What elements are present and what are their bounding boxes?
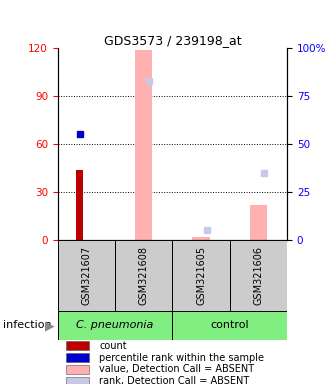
Text: GSM321605: GSM321605 bbox=[196, 246, 206, 305]
Text: GSM321608: GSM321608 bbox=[139, 246, 149, 305]
Text: rank, Detection Call = ABSENT: rank, Detection Call = ABSENT bbox=[99, 376, 249, 384]
Bar bbox=[115, 240, 172, 311]
Bar bbox=[66, 365, 89, 374]
Text: C. pneumonia: C. pneumonia bbox=[77, 320, 154, 331]
Bar bbox=[135, 50, 152, 240]
Text: GSM321607: GSM321607 bbox=[82, 246, 91, 305]
Bar bbox=[172, 311, 287, 340]
Bar bbox=[172, 240, 230, 311]
Bar bbox=[66, 341, 89, 350]
Text: infection: infection bbox=[3, 320, 52, 331]
Text: ▶: ▶ bbox=[45, 319, 54, 332]
Bar bbox=[66, 353, 89, 362]
Bar bbox=[58, 311, 172, 340]
Text: percentile rank within the sample: percentile rank within the sample bbox=[99, 353, 264, 362]
Bar bbox=[230, 240, 287, 311]
Bar bbox=[66, 377, 89, 384]
Text: control: control bbox=[211, 320, 249, 331]
Bar bbox=[192, 237, 210, 240]
Text: GSM321606: GSM321606 bbox=[253, 246, 263, 305]
Bar bbox=[76, 170, 83, 240]
Text: value, Detection Call = ABSENT: value, Detection Call = ABSENT bbox=[99, 364, 254, 374]
Bar bbox=[58, 240, 115, 311]
Title: GDS3573 / 239198_at: GDS3573 / 239198_at bbox=[104, 34, 241, 47]
Bar bbox=[250, 205, 267, 240]
Text: count: count bbox=[99, 341, 127, 351]
